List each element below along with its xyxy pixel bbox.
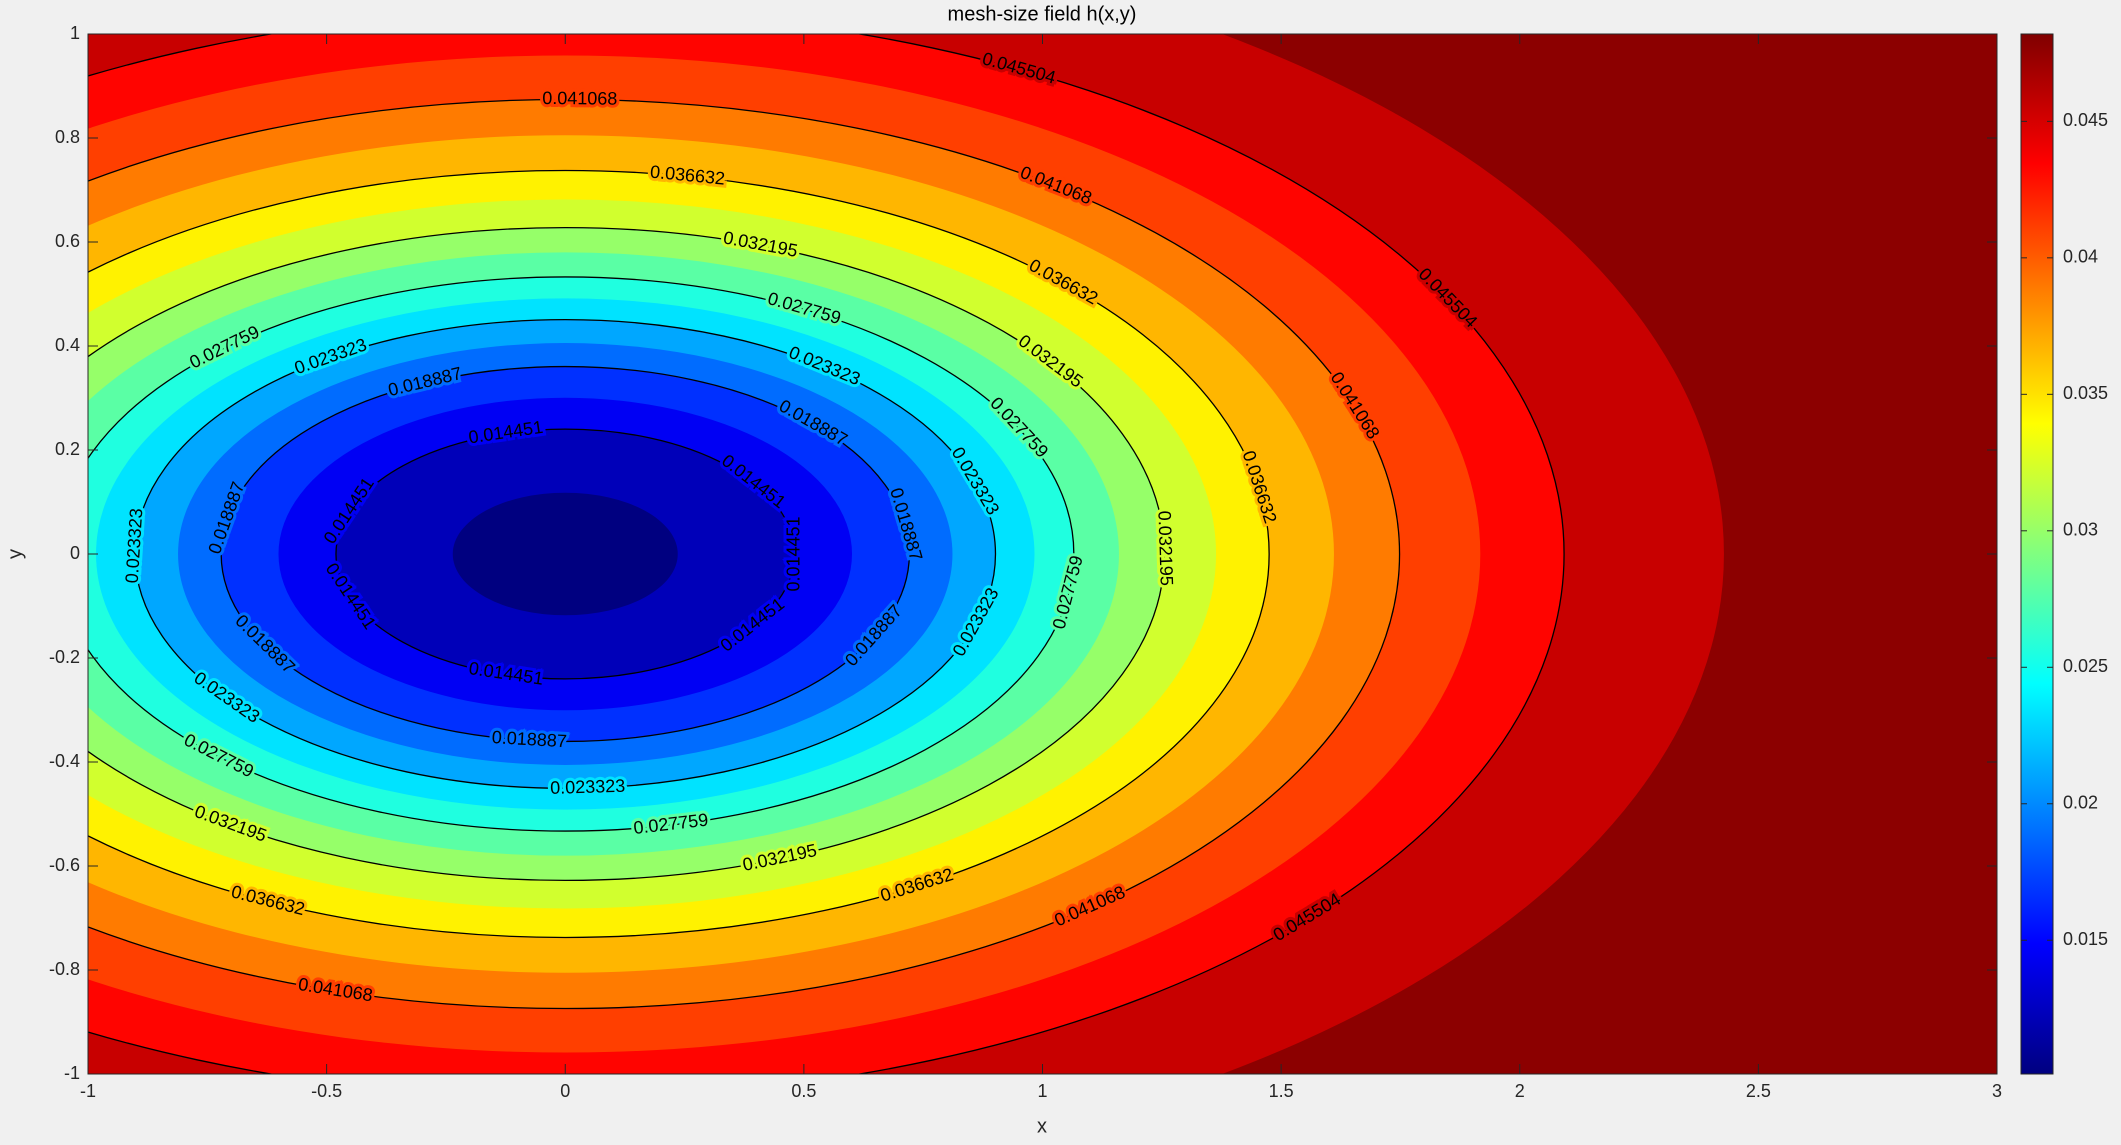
x-tick-label: 3 xyxy=(1992,1081,2002,1101)
y-tick-label: 0.8 xyxy=(55,127,80,147)
chart-title: mesh-size field h(x,y) xyxy=(948,3,1137,25)
contour-line xyxy=(88,227,1165,881)
x-tick-label: -1 xyxy=(80,1081,96,1101)
contour-label: 0.041068 xyxy=(542,88,617,109)
y-tick-label: 0.2 xyxy=(55,439,80,459)
y-tick-label: 0.6 xyxy=(55,231,80,251)
x-tick-label: 1 xyxy=(1037,1081,1047,1101)
contour-line xyxy=(335,428,796,680)
contour-line xyxy=(220,365,910,743)
colorbar-tick-label: 0.035 xyxy=(2063,383,2108,403)
contour-line xyxy=(88,169,1270,939)
band xyxy=(452,492,678,616)
contour-field xyxy=(88,34,1997,1074)
y-tick-label: 1 xyxy=(70,23,80,43)
x-tick-label: 0 xyxy=(560,1081,570,1101)
y-tick-label: -0.6 xyxy=(49,855,80,875)
y-tick-label: -0.4 xyxy=(49,751,80,771)
contour-line xyxy=(88,34,1565,1074)
colorbar-tick-label: 0.02 xyxy=(2063,793,2098,813)
contour-label: 0.032195 xyxy=(1154,510,1176,586)
x-axis-label: x xyxy=(1037,1115,1047,1137)
x-tick-label: 1.5 xyxy=(1269,1081,1294,1101)
contour-label: 0.014451 xyxy=(783,516,803,591)
contour-line xyxy=(134,318,997,790)
contour-label: 0.018887 xyxy=(491,727,567,751)
y-tick-label: -0.8 xyxy=(49,959,80,979)
y-axis-label: y xyxy=(4,549,26,559)
x-tick-label: -0.5 xyxy=(311,1081,342,1101)
colorbar-tick-label: 0.015 xyxy=(2063,929,2108,949)
y-tick-label: -0.2 xyxy=(49,647,80,667)
y-tick-label: 0.4 xyxy=(55,335,80,355)
contour-label: 0.023323 xyxy=(550,776,626,798)
x-tick-label: 0.5 xyxy=(791,1081,816,1101)
y-tick-label: 0 xyxy=(70,543,80,563)
y-tick-label: -1 xyxy=(64,1063,80,1083)
x-tick-label: 2.5 xyxy=(1746,1081,1771,1101)
contour-line xyxy=(88,276,1075,832)
colorbar-tick-label: 0.025 xyxy=(2063,656,2108,676)
x-tick-label: 2 xyxy=(1515,1081,1525,1101)
colorbar-tick-label: 0.04 xyxy=(2063,247,2098,267)
colorbar-tick-label: 0.03 xyxy=(2063,520,2098,540)
contour-line xyxy=(88,98,1400,1010)
colorbar xyxy=(2020,33,2054,1075)
colorbar-tick-label: 0.045 xyxy=(2063,110,2108,130)
